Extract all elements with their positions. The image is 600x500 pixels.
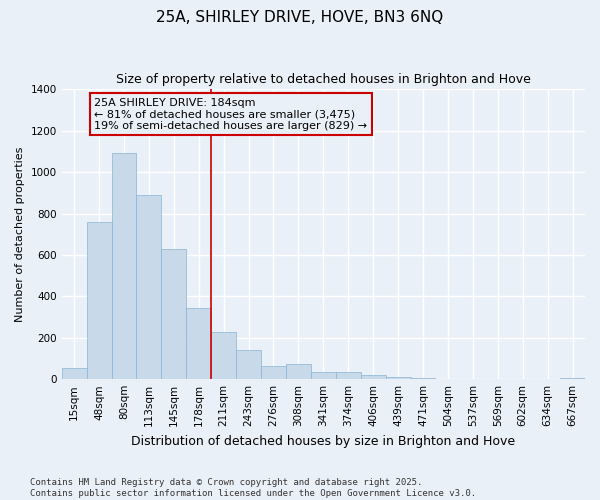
Bar — [112, 152, 136, 379]
Title: Size of property relative to detached houses in Brighton and Hove: Size of property relative to detached ho… — [116, 72, 531, 86]
Bar — [186, 308, 211, 379]
Bar — [336, 372, 361, 379]
Y-axis label: Number of detached properties: Number of detached properties — [15, 146, 25, 322]
Text: Contains HM Land Registry data © Crown copyright and database right 2025.
Contai: Contains HM Land Registry data © Crown c… — [30, 478, 476, 498]
Bar — [361, 375, 386, 379]
Bar — [211, 332, 236, 379]
Bar — [261, 366, 286, 379]
Text: 25A, SHIRLEY DRIVE, HOVE, BN3 6NQ: 25A, SHIRLEY DRIVE, HOVE, BN3 6NQ — [157, 10, 443, 25]
Bar — [136, 195, 161, 379]
Bar — [286, 364, 311, 379]
Bar — [410, 378, 436, 379]
Bar — [386, 376, 410, 379]
X-axis label: Distribution of detached houses by size in Brighton and Hove: Distribution of detached houses by size … — [131, 434, 515, 448]
Text: 25A SHIRLEY DRIVE: 184sqm
← 81% of detached houses are smaller (3,475)
19% of se: 25A SHIRLEY DRIVE: 184sqm ← 81% of detac… — [94, 98, 367, 131]
Bar — [62, 368, 86, 379]
Bar — [86, 222, 112, 379]
Bar — [311, 372, 336, 379]
Bar — [161, 249, 186, 379]
Bar — [236, 350, 261, 379]
Bar — [560, 378, 585, 379]
